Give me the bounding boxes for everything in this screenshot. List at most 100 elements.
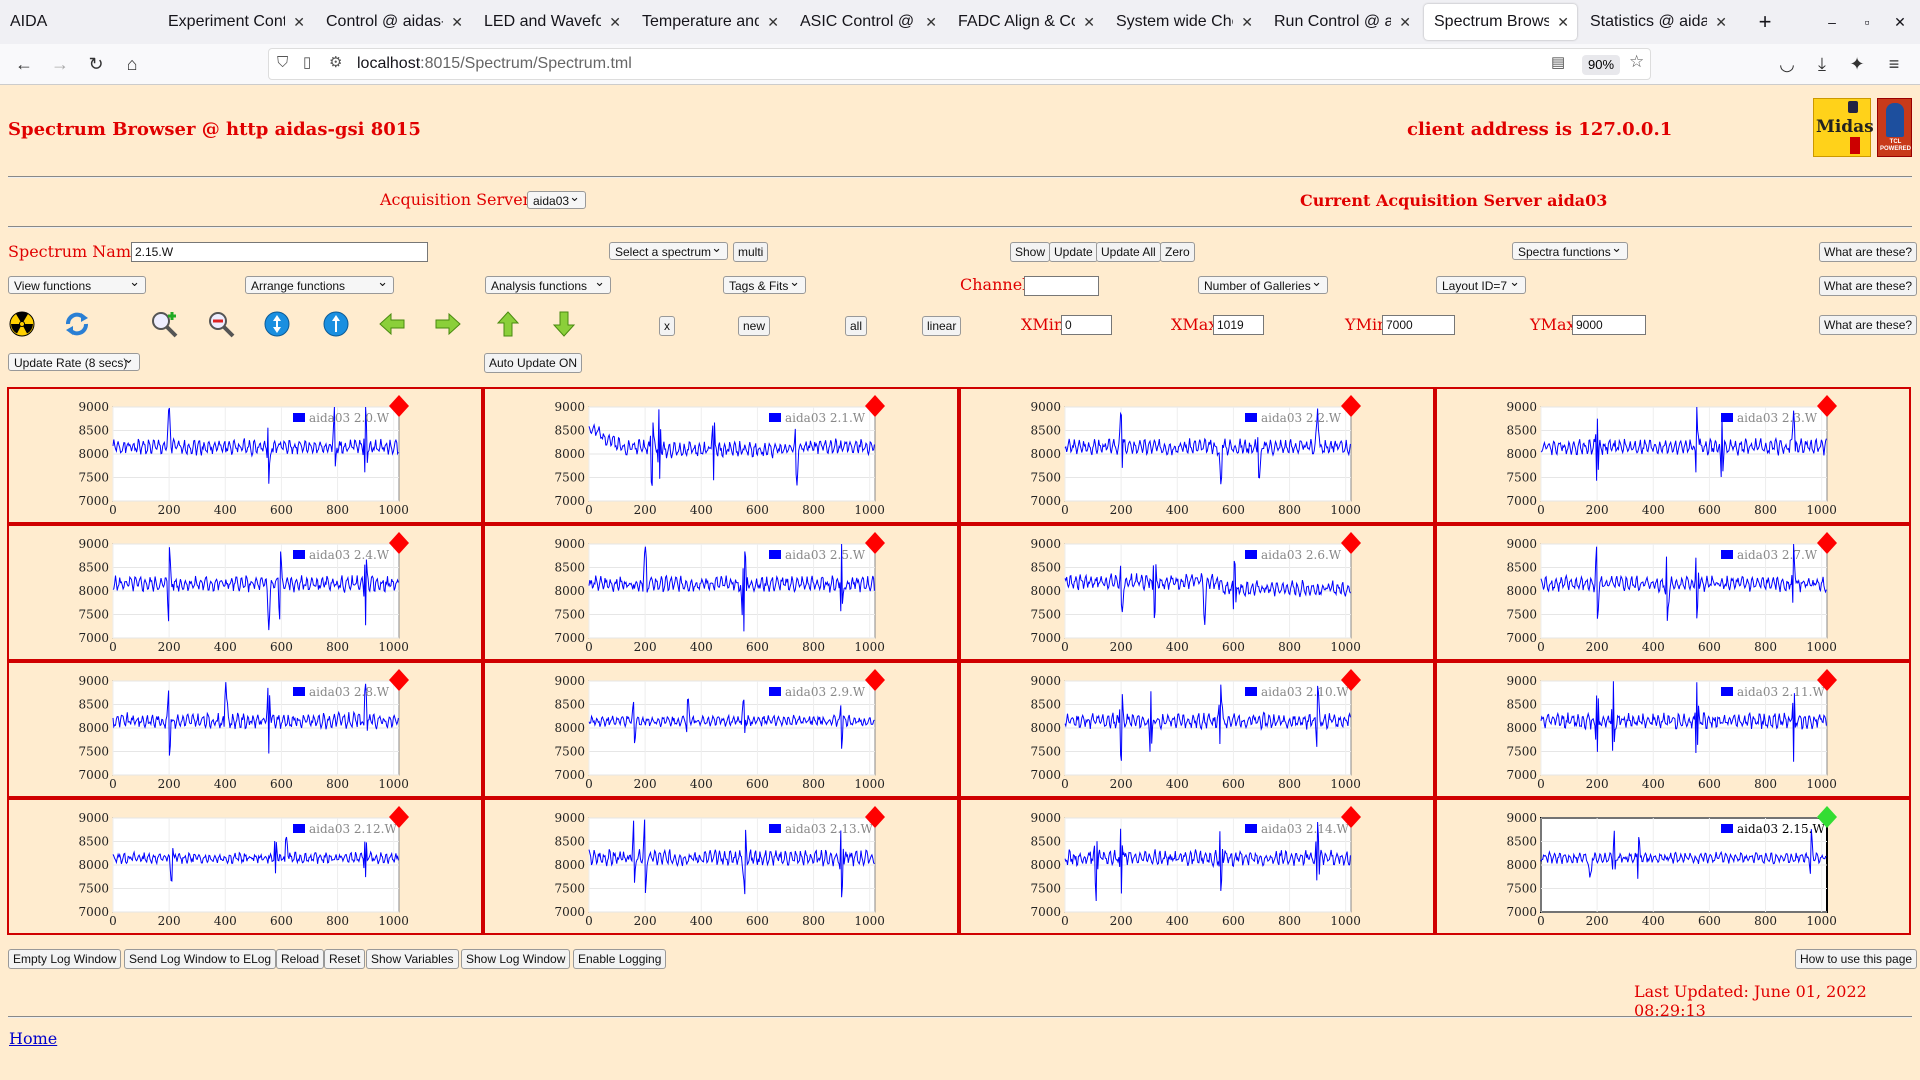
- reader-view-icon[interactable]: ▤: [1551, 54, 1566, 71]
- zoom-out-icon[interactable]: [207, 310, 235, 338]
- arrow-down-icon[interactable]: [550, 310, 578, 338]
- show-log-window-button[interactable]: Show Log Window: [461, 949, 571, 969]
- zero-button[interactable]: Zero: [1160, 242, 1195, 262]
- spectrum-cell[interactable]: 9000 8500 8000 7500 7000 0 200 400 600 800 1000 aid…: [483, 524, 959, 661]
- menu-icon[interactable]: ≡: [1888, 54, 1900, 74]
- new-button[interactable]: new: [738, 316, 771, 336]
- tab-close-icon[interactable]: ✕: [1399, 14, 1411, 30]
- ymax-input[interactable]: 9000: [1572, 315, 1646, 335]
- home-icon[interactable]: ⌂: [126, 54, 138, 74]
- tab-close-icon[interactable]: ✕: [293, 14, 305, 30]
- browser-tab[interactable]: Experiment Contro ✕: [158, 4, 313, 40]
- tab-close-icon[interactable]: ✕: [1557, 14, 1569, 30]
- spectrum-cell[interactable]: 9000 8500 8000 7500 7000 0 200 400 600 800 1000 aid…: [7, 798, 483, 935]
- spectrum-cell[interactable]: 9000 8500 8000 7500 7000 0 200 400 600 800 1000 aid…: [1435, 798, 1911, 935]
- reset-button[interactable]: Reset: [324, 949, 366, 969]
- spectrum-cell[interactable]: 9000 8500 8000 7500 7000 0 200 400 600 800 1000 aid…: [959, 387, 1435, 524]
- linear-button[interactable]: linear: [922, 316, 962, 336]
- spectra-functions-select[interactable]: Spectra functions: [1512, 239, 1628, 260]
- status-diamond-icon[interactable]: [1341, 806, 1361, 828]
- arrow-right-icon[interactable]: [434, 310, 462, 338]
- maximize-icon[interactable]: ▫: [1864, 14, 1870, 30]
- browser-tab[interactable]: Run Control @ aida ✕: [1264, 4, 1419, 40]
- how-to-use-button[interactable]: How to use this page: [1795, 949, 1918, 969]
- home-link[interactable]: Home: [9, 1029, 58, 1048]
- zoom-in-icon[interactable]: [150, 310, 178, 338]
- url-bar[interactable]: ⛉ ▯ ⚙ localhost:8015/Spectrum/Spectrum.t…: [268, 48, 1651, 80]
- show-variables-button[interactable]: Show Variables: [366, 949, 459, 969]
- browser-tab[interactable]: Spectrum Browser ✕: [1424, 4, 1577, 40]
- radiation-icon[interactable]: [8, 310, 36, 338]
- browser-tab[interactable]: System wide Check ✕: [1106, 4, 1261, 40]
- status-diamond-icon[interactable]: [389, 532, 409, 554]
- what-are-these-button[interactable]: What are these?: [1819, 242, 1918, 262]
- show-button[interactable]: Show: [1010, 242, 1051, 262]
- browser-tab[interactable]: Control @ aidas-gs ✕: [316, 4, 471, 40]
- status-diamond-icon[interactable]: [865, 806, 885, 828]
- reload-button[interactable]: Reload: [276, 949, 325, 969]
- browser-tab[interactable]: Statistics @ aidas-g ✕: [1580, 4, 1735, 40]
- spectrum-cell[interactable]: 9000 8500 8000 7500 7000 0 200 400 600 800 1000 aid…: [959, 798, 1435, 935]
- status-diamond-icon[interactable]: [1341, 395, 1361, 417]
- browser-tab[interactable]: ASIC Control @ aid ✕: [790, 4, 945, 40]
- view-functions-select[interactable]: View functions: [8, 273, 146, 294]
- empty-log-window-button[interactable]: Empty Log Window: [8, 949, 122, 969]
- spectrum-cell[interactable]: 9000 8500 8000 7500 7000 0 200 400 600 800 1000 aid…: [7, 661, 483, 798]
- expand-y-icon[interactable]: [263, 310, 291, 338]
- new-tab-button[interactable]: +: [1758, 9, 1772, 34]
- close-window-icon[interactable]: ✕: [1894, 14, 1906, 30]
- minimize-icon[interactable]: –: [1828, 14, 1836, 30]
- status-diamond-icon[interactable]: [1817, 669, 1837, 691]
- what-are-these-button[interactable]: What are these?: [1819, 315, 1918, 335]
- channel-input[interactable]: [1024, 276, 1099, 296]
- zoom-badge[interactable]: 90%: [1582, 55, 1621, 75]
- pocket-icon[interactable]: ◡: [1779, 54, 1795, 74]
- status-diamond-icon[interactable]: [865, 669, 885, 691]
- multi-button[interactable]: multi: [733, 242, 769, 262]
- back-icon[interactable]: ←: [15, 54, 33, 74]
- browser-tab[interactable]: LED and Waveform ✕: [474, 4, 629, 40]
- forward-icon[interactable]: →: [51, 54, 69, 74]
- tab-close-icon[interactable]: ✕: [767, 14, 779, 30]
- status-diamond-icon[interactable]: [389, 395, 409, 417]
- select-spectrum-select[interactable]: Select a spectrum: [609, 239, 728, 260]
- spectrum-cell[interactable]: 9000 8500 8000 7500 7000 0 200 400 600 800 1000 aid…: [1435, 387, 1911, 524]
- spectrum-cell[interactable]: 9000 8500 8000 7500 7000 0 200 400 600 800 1000 aid…: [7, 524, 483, 661]
- auto-update-button[interactable]: Auto Update ON: [484, 353, 583, 373]
- bookmark-star-icon[interactable]: ☆: [1629, 52, 1645, 71]
- reload-icon[interactable]: ↻: [88, 54, 104, 74]
- status-diamond-icon[interactable]: [865, 532, 885, 554]
- status-diamond-icon[interactable]: [389, 806, 409, 828]
- ymin-input[interactable]: 7000: [1382, 315, 1455, 335]
- all-button[interactable]: all: [845, 316, 868, 336]
- xmin-input[interactable]: 0: [1061, 315, 1112, 335]
- downloads-icon[interactable]: ⤓: [1818, 54, 1826, 74]
- spectrum-cell[interactable]: 9000 8500 8000 7500 7000 0 200 400 600 800 1000 aid…: [483, 661, 959, 798]
- send-log-to-elog-button[interactable]: Send Log Window to ELog: [124, 949, 277, 969]
- status-diamond-icon[interactable]: [1341, 532, 1361, 554]
- status-diamond-icon[interactable]: [865, 395, 885, 417]
- tab-close-icon[interactable]: ✕: [1715, 14, 1727, 30]
- spectrum-cell[interactable]: 9000 8500 8000 7500 7000 0 200 400 600 800 1000 aid…: [483, 798, 959, 935]
- xmax-input[interactable]: 1019: [1213, 315, 1264, 335]
- spectrum-cell[interactable]: 9000 8500 8000 7500 7000 0 200 400 600 800 1000 aid…: [959, 661, 1435, 798]
- update-all-button[interactable]: Update All: [1096, 242, 1161, 262]
- number-of-galleries-select[interactable]: Number of Galleries: [1198, 273, 1328, 294]
- status-diamond-icon[interactable]: [1341, 669, 1361, 691]
- browser-tab[interactable]: AIDA: [0, 4, 155, 40]
- refresh-icon[interactable]: [63, 310, 91, 338]
- x-button[interactable]: x: [659, 316, 675, 336]
